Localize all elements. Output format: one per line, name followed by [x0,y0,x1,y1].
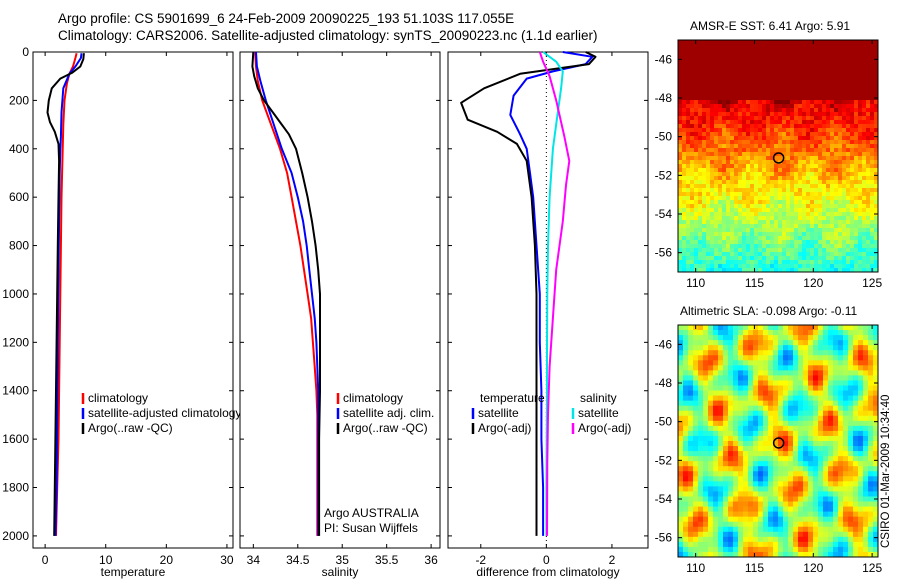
x-tick-label: 34.5 [286,553,310,567]
credit-annotation: Argo AUSTRALIA [324,506,419,520]
y-tick-label: -50 [655,130,673,144]
x-tick-label: 20 [160,553,174,567]
x-tick-label: 0 [543,553,550,567]
y-tick-label: 1600 [2,432,29,446]
series-line-salinity-argo-adj- [538,51,571,536]
figure-title-line1: Argo profile: CS 5901699_6 24-Feb-2009 2… [58,11,515,26]
map-frame [677,39,879,273]
y-tick-label: 1200 [2,335,29,349]
x-axis-label: salinity [322,565,359,579]
x-tick-label: 120 [803,561,823,575]
y-tick-label: -50 [655,415,673,429]
y-tick-label: -46 [655,52,673,66]
y-tick-label: 1000 [2,287,29,301]
sla-map-title: Altimetric SLA: -0.098 Argo: -0.11 [680,304,858,318]
x-tick-label: 30 [220,553,234,567]
legend-label: satellite [478,406,519,420]
legend-label: climatology [343,391,403,405]
legend-label: satellite adj. clim. [343,406,434,420]
y-tick-label: -46 [655,337,673,351]
x-tick-label: 0 [42,553,49,567]
series-line-argo-raw-qc- [251,51,321,536]
series-line-temperature-satellite [509,51,594,536]
legend-group-header: salinity [580,391,617,405]
x-tick-label: 110 [686,561,705,575]
argo-position-marker [772,152,785,164]
y-tick-label: 200 [9,93,29,107]
series-line-temperature-argo-adj- [460,51,597,536]
series-line-salinity-satellite [542,51,564,536]
figure-title-line2: Climatology: CARS2006. Satellite-adjuste… [58,28,598,43]
x-tick-label: -2 [475,553,486,567]
heatmap-field [678,40,879,273]
x-tick-label: 35 [336,553,350,567]
y-tick-label: -52 [655,168,673,182]
x-tick-label: 10 [99,553,113,567]
map-panel-amsr_sst: -46 -48 -50 -52 -54 -56 110 115 120 125 [655,39,882,290]
y-tick-label: -56 [655,246,673,260]
y-tick-label: -52 [655,453,673,467]
plot-frame [239,51,441,549]
x-tick-label: 115 [745,561,764,575]
y-tick-label: 600 [9,190,29,204]
profile-panel-salinity: 34 34.5 35 35.5 36 salinity climatologysatelli… [239,51,441,579]
x-tick-label: 35.5 [375,553,399,567]
x-axis-label: difference from climatology [476,565,619,579]
series-line-satellite-adjusted-climatology [54,53,83,536]
legend-label: Argo(-adj) [478,421,531,435]
x-tick-label: 2 [609,553,616,567]
map-frame [677,324,879,558]
legend-label: Argo(..raw -QC) [88,421,173,435]
series-line-satellite-adj-clim- [255,51,320,536]
legend-label: Argo(-adj) [578,421,631,435]
x-tick-label: 115 [745,276,764,290]
legend-label: climatology [88,391,148,405]
credit-annotation: PI: Susan Wijffels [324,521,418,535]
y-tick-label: -56 [655,531,673,545]
legend-label: satellite [578,406,619,420]
legend-label: satellite-adjusted climatology [88,406,241,420]
x-tick-label: 125 [862,561,882,575]
argo-position-marker [772,437,785,449]
x-axis-label: temperature [101,565,166,579]
heatmap-field [678,325,879,558]
x-tick-label: 120 [803,276,823,290]
y-tick-label: 400 [9,142,29,156]
y-tick-label: -54 [655,492,673,506]
legend-group-header: temperature [480,391,545,405]
y-tick-label: 1800 [2,481,29,495]
y-tick-label: -54 [655,207,673,221]
y-tick-label: 0 [22,45,29,59]
x-tick-label: 110 [686,276,705,290]
profile-panel-temperature: 0 200 400 600 800 1000 1200 1400 1600 1800 2000 0 10… [2,45,241,579]
map-panel-altimetric_sla: -46 -48 -50 -52 -54 -56 110 115 120 125 [655,324,882,575]
y-tick-label: -48 [655,91,673,105]
x-tick-label: 36 [424,553,438,567]
series-line-climatology [254,51,319,536]
series-line-argo-raw-qc- [46,53,85,536]
y-tick-label: 800 [9,239,29,253]
y-tick-label: -48 [655,376,673,390]
plot-frame [32,51,234,549]
x-tick-label: 34 [247,553,261,567]
legend-label: Argo(..raw -QC) [343,421,428,435]
sst-map-title: AMSR-E SST: 6.41 Argo: 5.91 [690,19,851,33]
x-tick-label: 125 [862,276,882,290]
y-tick-label: 2000 [2,529,29,543]
y-tick-label: 1400 [2,384,29,398]
